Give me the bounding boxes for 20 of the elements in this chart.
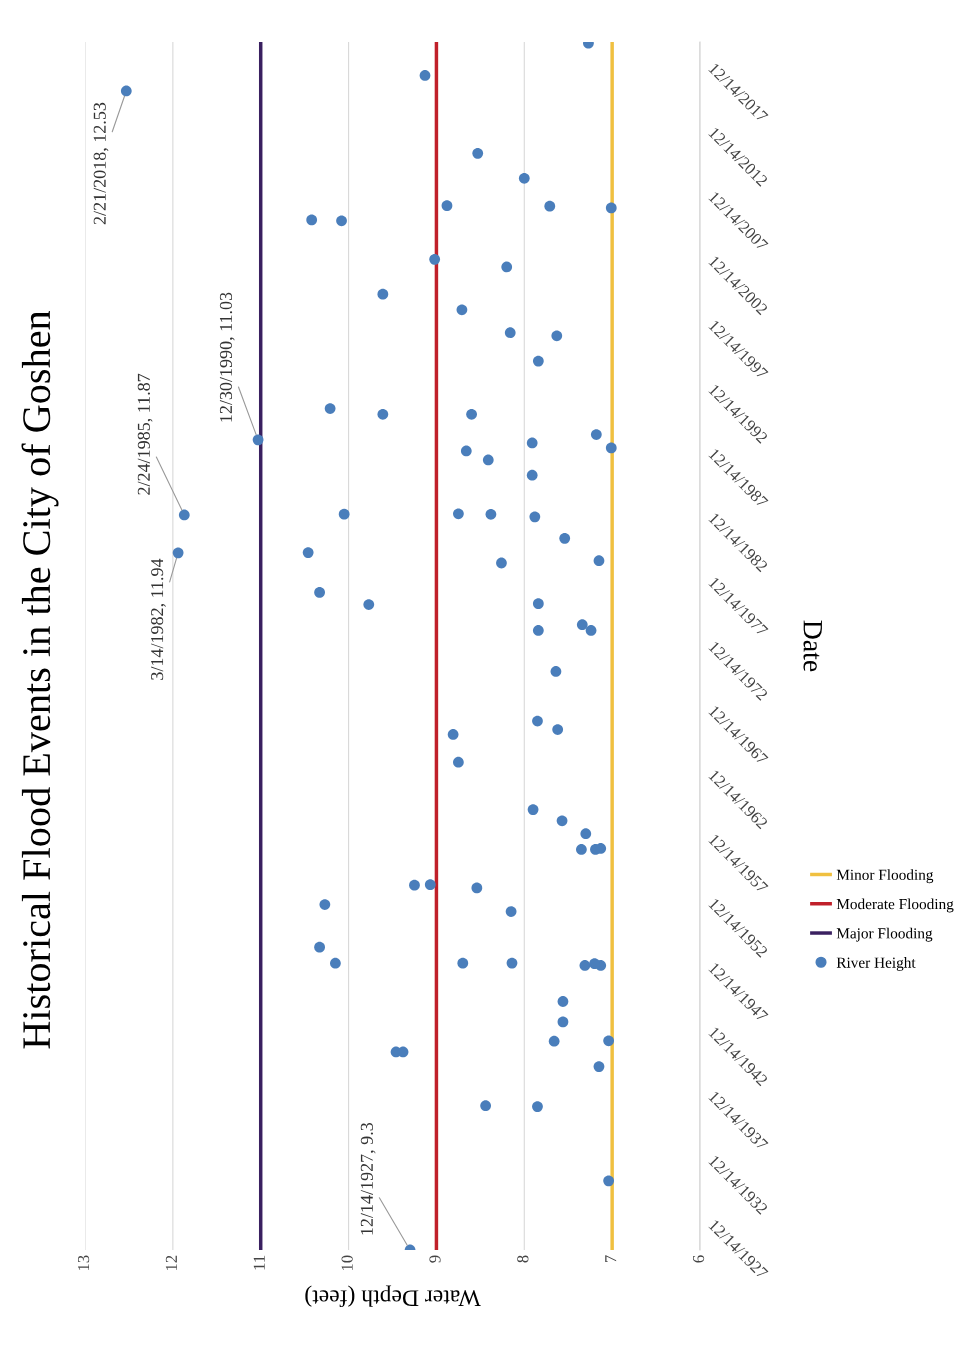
legend-label: Moderate Flooding bbox=[836, 898, 954, 913]
text: Historical Flood Events in the City of Goshen bbox=[21, 310, 59, 1049]
x-tick-label: 8 bbox=[517, 1255, 529, 1263]
legend-label: Minor Flooding bbox=[836, 869, 934, 884]
x-tick-label: 11 bbox=[253, 1255, 265, 1270]
x-tick-label: 9 bbox=[429, 1255, 441, 1263]
legend-label: River Height bbox=[836, 957, 916, 971]
x-tick-label: 7 bbox=[605, 1255, 617, 1263]
x-tick-label: 12 bbox=[165, 1255, 177, 1271]
annotation: 3/14/1982, 11.94 bbox=[151, 558, 166, 680]
x-tick-label: 13 bbox=[77, 1255, 90, 1271]
annotation: 2/24/1985, 11.87 bbox=[137, 373, 153, 495]
x-tick-label: 6 bbox=[692, 1255, 705, 1263]
annotation: 12/14/1927, 9.3 bbox=[360, 1122, 376, 1235]
x-tick-label: 10 bbox=[341, 1255, 353, 1271]
y-axis-title: Date bbox=[803, 620, 822, 672]
x-axis-title: Water Depth (feet) bbox=[305, 1285, 481, 1308]
legend-label: Major Flooding bbox=[836, 927, 933, 942]
annotation: 2/21/2018, 12.53 bbox=[93, 102, 109, 225]
annotation: 12/30/1990, 11.03 bbox=[219, 292, 235, 422]
